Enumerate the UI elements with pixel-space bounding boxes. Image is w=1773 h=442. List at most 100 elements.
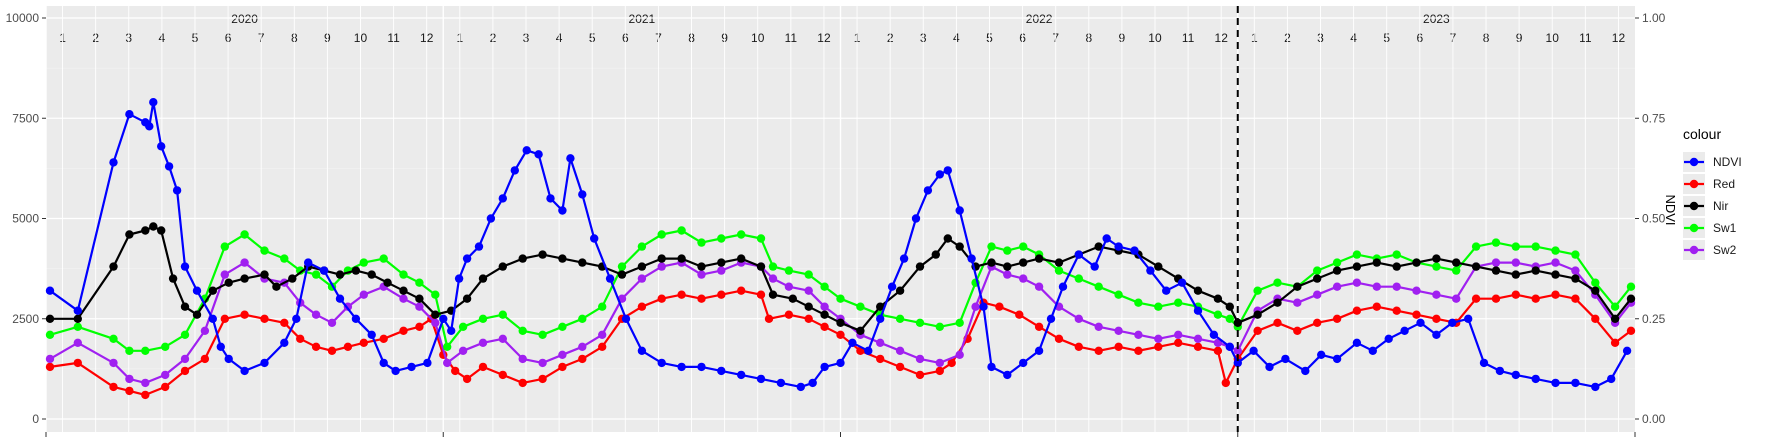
data-point-nir [756,262,766,271]
data-point-nir [1610,314,1620,323]
data-point-ndvi [657,358,666,368]
data-point-sw2 [1452,294,1461,303]
data-point-sw1 [820,282,829,291]
legend-key-dot [1689,223,1699,233]
data-point-red [296,334,305,343]
legend-entry-red: Red [1683,174,1735,194]
data-point-sw2 [1392,282,1401,291]
data-point-red [478,362,488,372]
data-point-sw2 [1293,298,1302,307]
data-point-nir [1452,258,1461,267]
data-point-ndvi [439,314,448,323]
data-point-sw1 [657,230,666,239]
data-point-sw1 [296,266,305,275]
data-point-ndvi [1265,362,1274,372]
data-point-red [180,366,190,376]
data-point-ndvi [292,314,301,323]
right-axis-title: NDVI [1663,194,1678,225]
data-point-ndvi [756,374,766,384]
data-point-ndvi [848,338,857,347]
data-point-sw1 [518,326,527,335]
data-point-red [764,314,774,323]
data-point-ndvi [1448,318,1457,327]
data-point-sw1 [617,262,627,271]
data-point-sw2 [804,286,813,295]
data-point-ndvi [45,286,55,295]
data-point-red [260,314,269,323]
data-point-red [1074,342,1084,351]
data-point-sw2 [109,358,118,368]
legend-label: Nir [1713,199,1728,213]
data-point-ndvi [351,314,361,323]
data-point-sw2 [578,342,587,351]
data-point-sw1 [935,322,944,331]
data-point-ndvi [510,166,519,175]
data-point-red [240,310,249,319]
data-point-sw2 [45,354,55,364]
data-point-red [359,338,368,347]
data-point-sw2 [327,318,337,327]
data-point-sw1 [1094,282,1103,291]
data-point-sw1 [180,330,190,339]
data-point-ndvi [717,366,726,376]
data-point-sw2 [498,334,507,343]
data-point-ndvi [1003,370,1012,380]
legend-label: Red [1713,177,1735,191]
data-point-sw2 [311,310,321,319]
data-point-nir [335,270,345,279]
data-point-red [1313,318,1322,327]
data-point-sw1 [220,242,229,251]
data-point-ndvi [1046,314,1056,323]
data-point-ndvi [447,326,456,335]
data-point-sw2 [73,338,83,347]
data-point-ndvi [820,362,829,372]
data-point-sw2 [1313,290,1322,299]
data-point-sw1 [737,230,746,239]
data-point-red [1352,306,1362,315]
data-point-ndvi [379,358,388,368]
data-point-nir [820,310,829,319]
data-point-nir [1094,242,1103,251]
data-point-nir [617,270,627,279]
data-point-ndvi [1114,242,1123,251]
data-point-nir [141,226,150,235]
data-point-sw1 [260,246,269,255]
data-point-red [1114,342,1123,351]
data-point-sw2 [915,354,925,364]
data-point-red [1610,338,1620,347]
data-point-red [1332,314,1342,323]
data-point-red [399,326,408,335]
data-point-sw1 [45,330,55,339]
data-point-nir [288,274,297,283]
data-point-sw2 [876,338,885,347]
data-point-ndvi [1177,278,1187,287]
year-label: 2022 [1026,12,1053,26]
data-point-ndvi [407,362,416,372]
data-point-sw1 [458,322,468,331]
data-point-ndvi [1400,326,1409,335]
data-point-red [836,330,845,339]
data-point-sw1 [443,342,452,351]
data-point-sw1 [1531,242,1540,251]
data-point-red [311,342,321,351]
data-point-sw1 [987,242,996,251]
data-point-ndvi [558,206,567,215]
data-point-ndvi [280,338,289,347]
data-point-red [462,374,472,384]
data-point-nir [383,278,392,287]
data-point-sw1 [125,346,134,355]
data-point-nir [1372,258,1382,267]
data-point-sw1 [895,314,905,323]
data-point-ndvi [1209,330,1219,339]
data-point-nir [915,262,925,271]
data-point-nir [351,266,361,275]
data-point-nir [1491,266,1501,275]
data-point-ndvi [935,170,944,179]
data-point-ndvi [1384,334,1393,343]
data-point-sw2 [443,358,452,368]
data-point-nir [1531,266,1540,275]
data-point-nir [272,282,281,291]
data-point-ndvi [796,382,805,392]
data-point-nir [931,250,940,259]
data-point-ndvi [1162,286,1171,295]
